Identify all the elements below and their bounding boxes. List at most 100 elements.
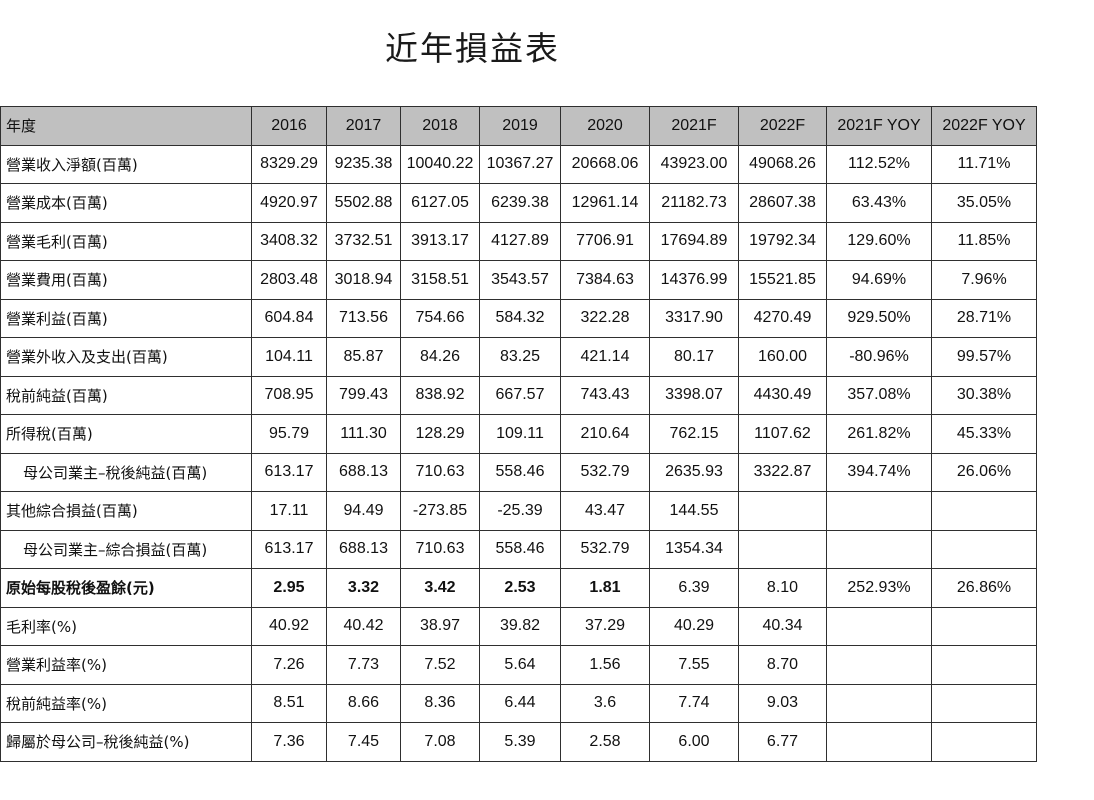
table-row: 稅前純益(百萬) 708.95 799.43 838.92 667.57 743.43 33… xyxy=(0,375,1037,415)
row-label: 營業毛利(百萬) xyxy=(0,221,252,261)
page-title: 近年損益表 xyxy=(385,29,560,68)
table-cell: 688.13 xyxy=(326,452,401,492)
table-cell: 713.56 xyxy=(326,298,401,338)
table-cell: 6.00 xyxy=(649,722,739,762)
row-label: 原始每股稅後盈餘(元) xyxy=(0,568,252,608)
table-row: 母公司業主–綜合損益(百萬) 613.17 688.13 710.63 558.46 53… xyxy=(0,529,1037,569)
table-cell: 3018.94 xyxy=(326,260,401,300)
table-cell: 40.34 xyxy=(738,606,827,646)
table-cell xyxy=(826,606,932,646)
table-cell xyxy=(931,606,1037,646)
table-cell: 2.58 xyxy=(560,722,650,762)
table-row: 毛利率(%) 40.92 40.42 38.97 39.82 37.29 40.29 40.3… xyxy=(0,606,1037,646)
row-label: 稅前純益率(%) xyxy=(0,683,252,723)
table-row: 稅前純益率(%) 8.51 8.66 8.36 6.44 3.6 7.74 9.03 xyxy=(0,683,1037,723)
table-cell: 6.77 xyxy=(738,722,827,762)
table-cell: 421.14 xyxy=(560,337,650,377)
table-cell: 11.71% xyxy=(931,144,1037,184)
table-cell: 7.74 xyxy=(649,683,739,723)
table-cell: 8.70 xyxy=(738,645,827,685)
table-cell: 63.43% xyxy=(826,183,932,223)
table-row: 原始每股稅後盈餘(元) 2.95 3.32 3.42 2.53 1.81 6.39 8.10 2… xyxy=(0,568,1037,608)
table-cell: 743.43 xyxy=(560,375,650,415)
header-cell: 2019 xyxy=(479,106,561,146)
income-statement-table: 年度 2016 2017 2018 2019 2020 2021F 2022F … xyxy=(0,106,1037,762)
table-cell: 28.71% xyxy=(931,298,1037,338)
table-cell: 688.13 xyxy=(326,529,401,569)
table-row: 所得稅(百萬) 95.79 111.30 128.29 109.11 210.64 762.… xyxy=(0,414,1037,454)
table-cell: 8.36 xyxy=(400,683,480,723)
table-cell xyxy=(826,529,932,569)
table-cell: 5502.88 xyxy=(326,183,401,223)
table-row: 營業成本(百萬) 4920.97 5502.88 6127.05 6239.38 1296… xyxy=(0,183,1037,223)
table-cell: 43.47 xyxy=(560,491,650,531)
table-cell: -25.39 xyxy=(479,491,561,531)
row-label: 營業利益率(%) xyxy=(0,645,252,685)
table-cell: 7706.91 xyxy=(560,221,650,261)
table-cell: 708.95 xyxy=(251,375,327,415)
table-cell: 3732.51 xyxy=(326,221,401,261)
table-cell: 2.95 xyxy=(251,568,327,608)
header-cell: 2022F YOY xyxy=(931,106,1037,146)
table-cell: 4127.89 xyxy=(479,221,561,261)
header-cell: 2020 xyxy=(560,106,650,146)
table-cell: 8.10 xyxy=(738,568,827,608)
table-cell: 7.52 xyxy=(400,645,480,685)
table-cell: 84.26 xyxy=(400,337,480,377)
header-cell: 2022F xyxy=(738,106,827,146)
header-cell: 2017 xyxy=(326,106,401,146)
table-cell: 558.46 xyxy=(479,529,561,569)
table-cell: 12961.14 xyxy=(560,183,650,223)
table-cell: 20668.06 xyxy=(560,144,650,184)
table-cell: 94.69% xyxy=(826,260,932,300)
table-cell: 17694.89 xyxy=(649,221,739,261)
table-row: 營業利益率(%) 7.26 7.73 7.52 5.64 1.56 7.55 8.70 xyxy=(0,645,1037,685)
table-cell: 838.92 xyxy=(400,375,480,415)
table-cell xyxy=(826,645,932,685)
table-cell: 604.84 xyxy=(251,298,327,338)
table-cell: 762.15 xyxy=(649,414,739,454)
table-cell: 3398.07 xyxy=(649,375,739,415)
table-cell: 929.50% xyxy=(826,298,932,338)
table-cell: 7.55 xyxy=(649,645,739,685)
table-cell: 7.26 xyxy=(251,645,327,685)
table-cell: 7.45 xyxy=(326,722,401,762)
table-cell: 45.33% xyxy=(931,414,1037,454)
table-cell: 9.03 xyxy=(738,683,827,723)
row-label: 稅前純益(百萬) xyxy=(0,375,252,415)
table-cell: 38.97 xyxy=(400,606,480,646)
table-cell: 667.57 xyxy=(479,375,561,415)
table-cell xyxy=(738,529,827,569)
table-cell xyxy=(826,491,932,531)
table-cell: 37.29 xyxy=(560,606,650,646)
table-cell: 3408.32 xyxy=(251,221,327,261)
row-label: 營業費用(百萬) xyxy=(0,260,252,300)
table-cell: 532.79 xyxy=(560,452,650,492)
row-label: 毛利率(%) xyxy=(0,606,252,646)
table-cell: 2803.48 xyxy=(251,260,327,300)
table-cell: 2.53 xyxy=(479,568,561,608)
table-cell xyxy=(931,529,1037,569)
table-cell: 17.11 xyxy=(251,491,327,531)
table-cell: 1.56 xyxy=(560,645,650,685)
table-cell xyxy=(931,491,1037,531)
table-cell: 6127.05 xyxy=(400,183,480,223)
table-cell xyxy=(826,722,932,762)
table-cell: 39.82 xyxy=(479,606,561,646)
table-cell: 1.81 xyxy=(560,568,650,608)
table-cell: 10367.27 xyxy=(479,144,561,184)
table-cell: 7.08 xyxy=(400,722,480,762)
table-cell: 6.39 xyxy=(649,568,739,608)
table-row: 營業外收入及支出(百萬) 104.11 85.87 84.26 83.25 421.14 8… xyxy=(0,337,1037,377)
table-cell xyxy=(931,645,1037,685)
table-cell: 112.52% xyxy=(826,144,932,184)
table-cell: 3543.57 xyxy=(479,260,561,300)
table-cell: 83.25 xyxy=(479,337,561,377)
table-cell: 6.44 xyxy=(479,683,561,723)
table-cell: 95.79 xyxy=(251,414,327,454)
table-cell: 6239.38 xyxy=(479,183,561,223)
table-cell: 710.63 xyxy=(400,529,480,569)
header-row: 年度 2016 2017 2018 2019 2020 2021F 2022F … xyxy=(0,106,1037,146)
table-cell: 3.6 xyxy=(560,683,650,723)
table-cell: 394.74% xyxy=(826,452,932,492)
